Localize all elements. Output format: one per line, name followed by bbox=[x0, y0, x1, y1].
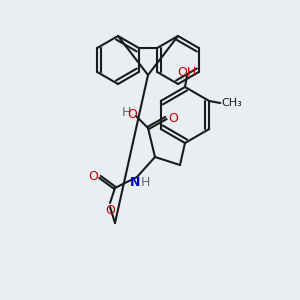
Text: CH₃: CH₃ bbox=[221, 98, 242, 108]
Text: H: H bbox=[140, 176, 150, 188]
Text: O: O bbox=[105, 205, 115, 218]
Text: N: N bbox=[130, 176, 140, 188]
Text: OH: OH bbox=[177, 67, 196, 80]
Text: H: H bbox=[121, 106, 131, 118]
Text: O: O bbox=[127, 109, 137, 122]
Text: O: O bbox=[168, 112, 178, 124]
Text: O: O bbox=[88, 170, 98, 184]
